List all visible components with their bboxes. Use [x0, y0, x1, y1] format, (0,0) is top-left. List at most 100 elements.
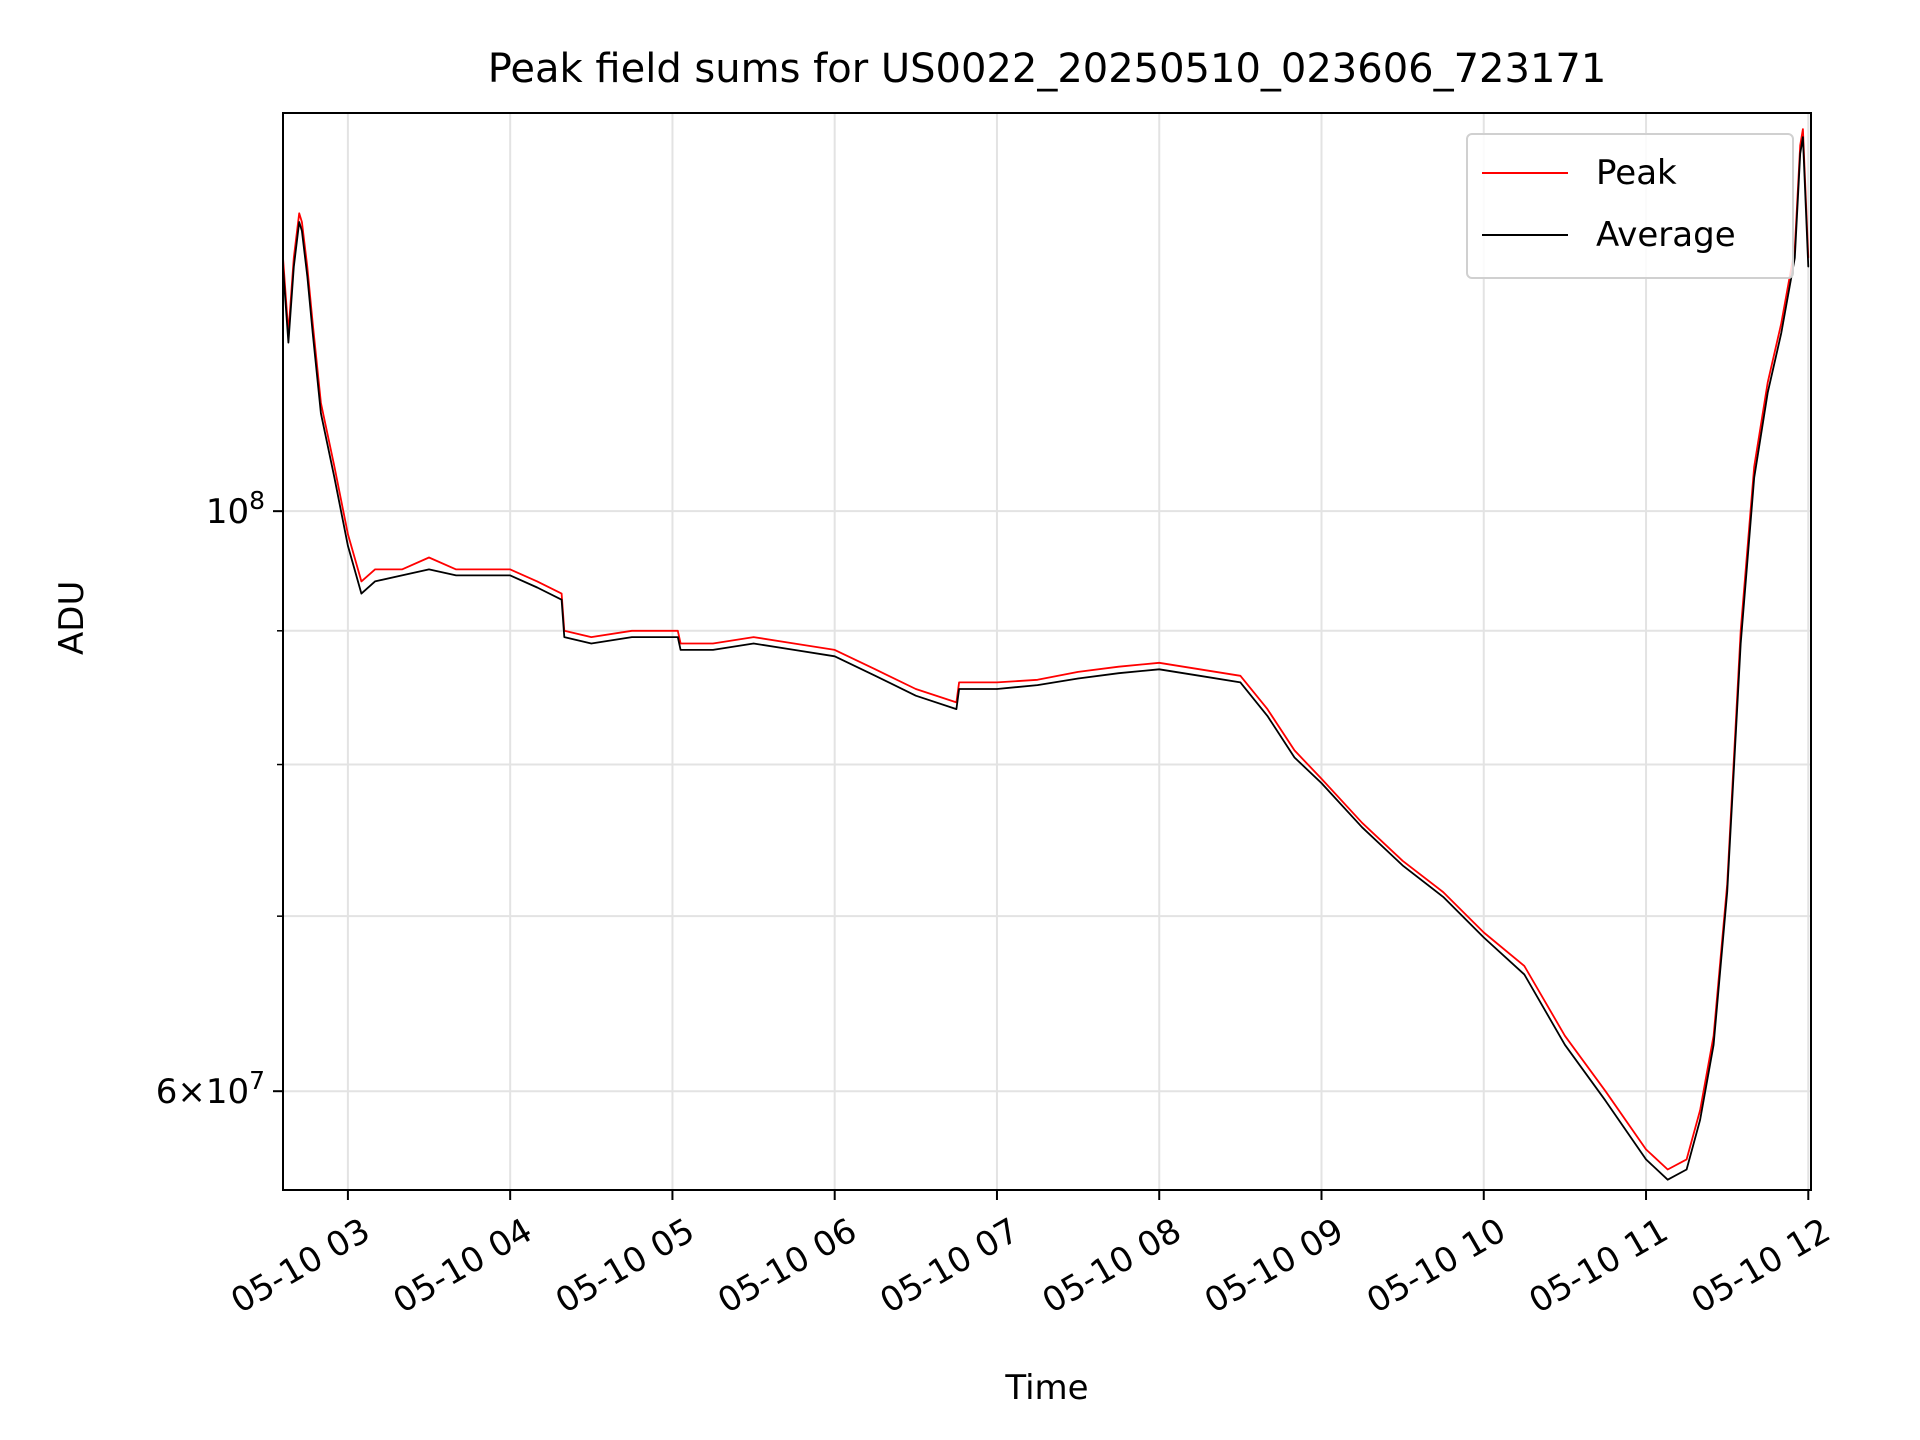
- data-point-average: [482, 574, 484, 577]
- legend-label-peak: Peak: [1596, 153, 1677, 193]
- y-tick-label: 6×107: [156, 1066, 265, 1112]
- data-point-peak: [561, 593, 563, 595]
- data-point-peak: [1767, 381, 1769, 384]
- data-point-average: [631, 636, 633, 638]
- data-point-average: [1794, 257, 1796, 259]
- data-point-peak: [1199, 668, 1201, 670]
- data-point-average: [563, 636, 565, 638]
- data-point-peak: [1077, 671, 1079, 673]
- data-point-peak: [333, 466, 335, 468]
- data-point-average: [1802, 136, 1804, 138]
- data-point-average: [1604, 1100, 1607, 1102]
- data-point-average: [1807, 266, 1809, 268]
- legend-item-peak: Peak: [1482, 153, 1677, 193]
- data-point-average: [1266, 715, 1268, 717]
- data-point-average: [306, 275, 308, 277]
- data-point-peak: [298, 212, 300, 214]
- data-point-average: [680, 649, 682, 651]
- data-point-average: [1799, 153, 1801, 155]
- y-axis-ticks: 108 6×107: [156, 486, 283, 1112]
- data-point-average: [1361, 826, 1363, 828]
- data-point-average: [312, 332, 314, 334]
- data-point-peak: [455, 568, 457, 571]
- data-point-peak: [428, 556, 430, 559]
- x-tick-label: 05-10 08: [1036, 1211, 1188, 1322]
- x-tick-label: 05-10 12: [1685, 1211, 1837, 1322]
- x-tick-label: 05-10 10: [1360, 1211, 1512, 1322]
- grid-lines: [283, 113, 1811, 1190]
- data-point-average: [958, 688, 960, 690]
- data-point-peak: [1483, 931, 1485, 934]
- data-point-average: [320, 412, 322, 414]
- data-point-average: [1726, 891, 1728, 893]
- data-point-average: [1740, 642, 1742, 645]
- data-point-average: [1667, 1179, 1669, 1181]
- data-point-peak: [360, 580, 362, 583]
- x-tick-label: 05-10 05: [549, 1211, 701, 1322]
- data-point-peak: [631, 630, 633, 632]
- axes-frame: [282, 112, 1812, 1191]
- legend: Peak Average: [1466, 133, 1794, 279]
- data-point-average: [1036, 684, 1039, 686]
- data-point-average: [1483, 936, 1485, 939]
- data-point-average: [455, 574, 457, 577]
- data-point-peak: [1293, 749, 1296, 752]
- data-point-peak: [1667, 1168, 1669, 1171]
- y-axis-label: ADU: [52, 580, 92, 655]
- data-point-peak: [536, 580, 538, 583]
- data-point-average: [536, 586, 538, 589]
- data-point-peak: [712, 642, 714, 645]
- data-point-average: [1753, 477, 1755, 479]
- data-point-average: [1077, 677, 1079, 680]
- data-point-average: [301, 230, 303, 232]
- plot-area: [282, 128, 1810, 1181]
- data-point-peak: [1266, 708, 1268, 710]
- data-point-peak: [482, 568, 484, 571]
- data-point-peak: [374, 568, 376, 571]
- legend-label-average: Average: [1596, 215, 1736, 255]
- data-point-average: [561, 599, 563, 601]
- data-point-peak: [1753, 466, 1755, 468]
- data-point-peak: [1442, 891, 1444, 893]
- data-point-average: [1158, 668, 1160, 670]
- data-point-average: [1564, 1044, 1566, 1046]
- data-point-average: [1320, 782, 1323, 784]
- data-point-peak: [1564, 1035, 1566, 1037]
- data-point-average: [834, 655, 836, 657]
- data-point-average: [428, 568, 430, 571]
- x-tick-label: 05-10 09: [1198, 1211, 1350, 1322]
- data-point-average: [1118, 672, 1120, 674]
- series-line-peak: [282, 128, 1810, 1171]
- data-point-peak: [753, 636, 755, 638]
- data-point-peak: [509, 568, 511, 571]
- legend-swatch-peak: [1482, 172, 1568, 174]
- data-point-peak: [834, 649, 836, 651]
- data-point-average: [1686, 1168, 1688, 1171]
- data-point-peak: [1036, 679, 1039, 681]
- data-point-average: [374, 580, 376, 583]
- data-point-average: [1767, 392, 1769, 394]
- data-point-peak: [793, 642, 795, 645]
- x-tick-label: 05-10 06: [711, 1211, 863, 1322]
- data-point-average: [590, 642, 592, 645]
- data-point-peak: [1118, 666, 1120, 668]
- data-point-average: [1645, 1158, 1647, 1160]
- data-point-peak: [347, 533, 349, 535]
- data-point-peak: [1320, 778, 1323, 780]
- x-tick-label: 05-10 07: [873, 1211, 1025, 1322]
- data-point-peak: [1686, 1158, 1688, 1160]
- data-point-average: [1780, 332, 1782, 334]
- data-point-average: [712, 649, 714, 651]
- data-point-peak: [677, 630, 679, 632]
- data-point-average: [509, 574, 511, 577]
- data-point-average: [401, 574, 403, 577]
- data-point-peak: [1802, 128, 1804, 130]
- data-point-peak: [401, 568, 403, 571]
- legend-swatch-average: [1482, 234, 1568, 236]
- data-point-peak: [1604, 1090, 1607, 1092]
- x-axis-ticks: 05-10 03 05-10 04 05-10 05 05-10 06 05-10 07…: [224, 1190, 1837, 1322]
- data-point-average: [793, 649, 795, 651]
- data-point-average: [1402, 864, 1404, 867]
- data-point-average: [1239, 681, 1241, 684]
- x-tick-label: 05-10 04: [387, 1211, 539, 1322]
